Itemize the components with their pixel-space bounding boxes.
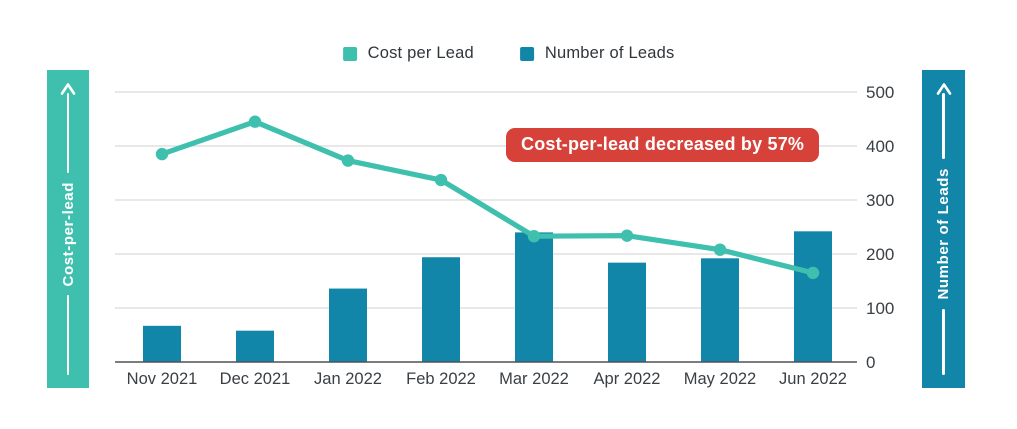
- x-tick-label-jun-2022: Jun 2022: [779, 370, 847, 388]
- bar-mar-2022: [515, 232, 553, 362]
- x-tick-label-jan-2022: Jan 2022: [314, 370, 382, 388]
- x-tick-label-may-2022: May 2022: [684, 370, 756, 388]
- up-arrow-icon: [60, 83, 76, 95]
- y-tick-label-200: 200: [866, 245, 894, 264]
- bar-dec-2021: [236, 330, 274, 362]
- line-marker-apr-2022: [620, 229, 634, 242]
- y-tick-label-100: 100: [866, 299, 894, 318]
- legend: Cost per Lead Number of Leads: [342, 44, 675, 63]
- line-marker-jun-2022: [806, 266, 820, 280]
- arrow-tail: [66, 295, 70, 376]
- up-arrow-icon: [936, 83, 951, 95]
- bar-jan-2022: [329, 288, 367, 362]
- annotation-badge: Cost-per-lead decreased by 57%: [506, 128, 820, 162]
- legend-swatch-number-of-leads: [519, 46, 534, 61]
- cost-per-lead-line: [159, 119, 816, 276]
- bar-may-2022: [701, 258, 739, 362]
- line-marker-feb-2022: [434, 173, 448, 187]
- line-marker-may-2022: [713, 243, 727, 256]
- line-marker-dec-2021: [248, 115, 262, 128]
- left-axis-title: Cost-per-lead: [59, 181, 77, 287]
- legend-swatch-cost-per-lead: [342, 46, 357, 61]
- arrow-shaft: [66, 93, 70, 173]
- y-tick-label-400: 400: [866, 137, 894, 156]
- y-tick-label-500: 500: [866, 83, 894, 102]
- x-tick-label-nov-2021: Nov 2021: [127, 370, 198, 388]
- line-marker-nov-2021: [155, 147, 169, 161]
- x-tick-label-apr-2022: Apr 2022: [594, 370, 661, 388]
- right-axis-title: Number of Leads: [935, 168, 952, 300]
- right-axis-banner: Number of Leads: [922, 70, 965, 388]
- legend-label-number-of-leads: Number of Leads: [544, 44, 675, 62]
- legend-label-cost-per-lead: Cost per Lead: [367, 44, 474, 62]
- bar-nov-2021: [143, 325, 181, 362]
- x-tick-label-feb-2022: Feb 2022: [406, 370, 476, 388]
- line-marker-jan-2022: [341, 154, 355, 167]
- y-tick-label-300: 300: [866, 191, 894, 210]
- line-marker-mar-2022: [527, 229, 541, 243]
- x-tick-label-mar-2022: Mar 2022: [499, 370, 569, 388]
- left-axis-banner: Cost-per-lead: [47, 70, 89, 388]
- bar-feb-2022: [422, 257, 460, 362]
- x-tick-label-dec-2021: Dec 2021: [220, 370, 291, 388]
- legend-item-number-of-leads: Number of Leads: [519, 44, 675, 63]
- arrow-shaft: [942, 93, 945, 160]
- arrow-tail: [942, 308, 945, 375]
- legend-item-cost-per-lead: Cost per Lead: [342, 44, 474, 63]
- y-tick-label-0: 0: [866, 353, 875, 372]
- bar-apr-2022: [608, 262, 646, 362]
- bar-jun-2022: [794, 231, 832, 362]
